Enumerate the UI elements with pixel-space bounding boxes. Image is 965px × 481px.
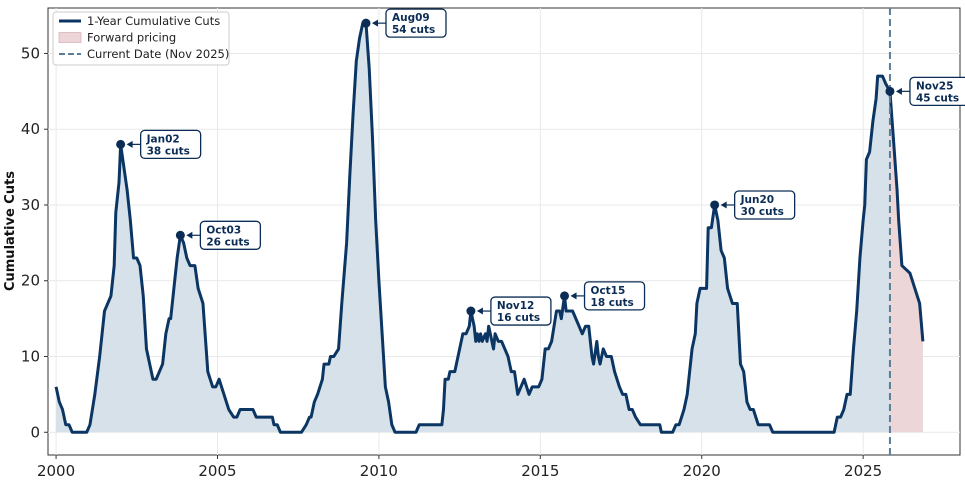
annotation-arrowhead [476,307,483,315]
peak-marker [361,18,371,28]
historical-area-fill [56,23,890,433]
annotation-box [139,129,202,160]
annotation-value: 16 cuts [497,312,540,324]
annotation-label: Nov25 [916,80,953,92]
annotation-arrowhead [371,19,378,27]
axes: 2000 2005 2010 2015 2020 2025 0 10 20 30 40 50 [21,44,882,480]
forward-pricing-area-fill [889,91,923,433]
y-tick-label: 40 [21,120,40,138]
peak-marker [885,86,895,96]
peak-marker [116,139,126,149]
y-tick-label: 30 [21,196,40,214]
forward-pricing-line [888,91,925,342]
annotation-arrowhead [186,231,193,239]
y-tick-label: 20 [21,272,40,290]
annotation-arrowhead [720,201,727,209]
cumulative-cuts-line [54,21,892,434]
annotation-box [583,281,646,311]
annotation-label: Jan02 [146,133,180,145]
peak-marker [466,306,476,316]
x-tick-label: 2015 [521,462,559,480]
annotation-arrowhead [126,140,133,148]
annotation-label: Oct15 [591,285,626,297]
annotation-arrowhead [570,292,577,300]
annotation-value: 18 cuts [591,297,634,309]
annotation-box [733,190,796,220]
y-tick-label: 0 [30,423,40,441]
annotation-label: Nov12 [497,300,534,312]
annotation-value: 54 cuts [392,24,435,36]
legend-box [52,11,230,66]
peak-marker [175,230,185,240]
legend-label: 1-Year Cumulative Cuts [87,14,220,28]
peak-marker [560,291,570,301]
annotation-label: Oct03 [206,224,241,236]
x-tick-label: 2000 [37,462,75,480]
x-tick-label: 2010 [360,462,398,480]
annotation-value: 45 cuts [916,92,959,104]
x-tick-label: 2020 [683,462,721,480]
legend-swatch-patch [58,32,82,43]
area-fills [56,23,923,433]
x-tick-label: 2005 [198,462,236,480]
legend-label: Current Date (Nov 2025) [87,47,229,61]
annotation-box [199,220,262,250]
annotation-label: Jun20 [740,194,774,206]
peak-marker [710,200,720,210]
y-axis-title: Cumulative Cuts [3,171,18,291]
annotation-box [490,296,552,326]
annotation-value: 26 cuts [206,236,249,248]
y-tick-label: 10 [21,348,40,366]
series-lines [54,8,925,455]
annotation-value: 38 cuts [147,145,190,157]
x-tick-label: 2025 [844,462,882,480]
legend: 1-Year Cumulative Cuts Forward pricing Cur… [52,11,230,66]
annotation-box [385,8,447,38]
annotation-box [909,76,965,106]
legend-label: Forward pricing [87,31,176,45]
annotation-value: 30 cuts [741,206,784,218]
annotation-arrowhead [895,87,902,95]
y-tick-label: 50 [21,44,40,62]
annotation-label: Aug09 [392,12,430,24]
